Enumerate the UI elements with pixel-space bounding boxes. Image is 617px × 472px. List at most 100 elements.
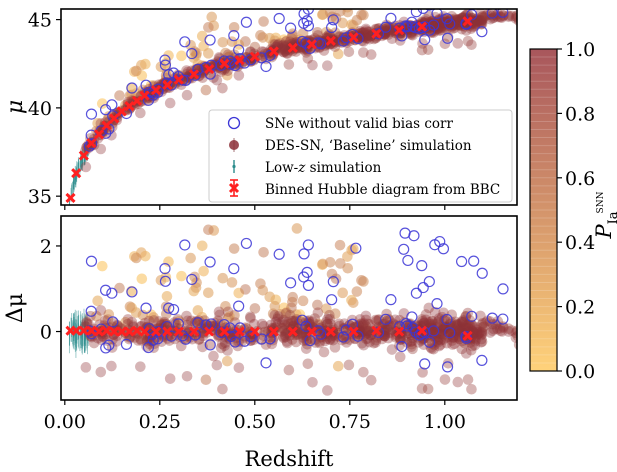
- des-sim-point: [370, 337, 381, 348]
- colorbar-tick-label: 0.6: [565, 168, 595, 190]
- des-sim-point: [512, 330, 517, 342]
- des-sim-point: [92, 295, 103, 307]
- des-sim-point: [416, 44, 428, 56]
- des-sim-point: [107, 333, 118, 345]
- des-sim-point: [494, 323, 506, 334]
- des-sim-point: [471, 322, 483, 333]
- des-sim-point: [322, 60, 333, 72]
- des-sim-point: [124, 301, 136, 312]
- des-sim-point: [454, 321, 465, 332]
- binned-x-marker: [109, 326, 120, 337]
- des-sim-point: [170, 318, 181, 329]
- des-sim-point: [368, 33, 380, 45]
- des-sim-point: [503, 323, 514, 335]
- open-circle-point: [417, 281, 429, 294]
- des-sim-point: [314, 337, 325, 349]
- open-circle-point: [228, 263, 240, 275]
- des-sim-point: [475, 16, 487, 27]
- des-sim-point: [135, 333, 146, 345]
- des-sim-point: [444, 319, 455, 330]
- legend-x-marker-icon: [228, 182, 240, 194]
- des-sim-point: [433, 340, 445, 352]
- open-circle-point: [239, 335, 251, 347]
- des-sim-point: [453, 319, 465, 330]
- open-circle-point: [301, 15, 313, 27]
- des-sim-point: [276, 44, 288, 56]
- open-circle-point: [126, 82, 138, 94]
- open-circle-point: [273, 248, 285, 260]
- des-sim-point: [203, 48, 214, 59]
- des-sim-point: [379, 26, 391, 37]
- des-sim-point: [272, 311, 284, 322]
- open-circle-point: [417, 9, 429, 14]
- open-circle-point: [424, 336, 436, 348]
- open-circle-point: [228, 30, 240, 42]
- des-sim-point: [335, 258, 346, 269]
- open-circle-point: [85, 305, 97, 317]
- des-sim-point: [469, 328, 480, 339]
- des-sim-point: [278, 39, 289, 51]
- open-circle-point: [172, 318, 184, 330]
- des-sim-point: [394, 351, 406, 363]
- x-tick-label: 1.00: [424, 411, 466, 433]
- des-sim-point: [320, 316, 332, 328]
- open-circle-point: [398, 243, 410, 255]
- binned-x-marker: [325, 326, 336, 337]
- open-circle-point: [285, 22, 297, 34]
- des-sim-point: [333, 318, 345, 330]
- des-sim-point: [362, 333, 373, 344]
- des-sim-point: [222, 345, 233, 356]
- des-sim-point: [484, 13, 496, 25]
- des-sim-point: [139, 317, 151, 329]
- des-sim-point: [279, 325, 290, 336]
- des-sim-point: [279, 319, 291, 330]
- des-sim-point: [189, 317, 201, 328]
- open-circle-point: [350, 242, 362, 254]
- binned-x-marker: [78, 325, 89, 336]
- des-sim-point: [223, 312, 234, 324]
- des-sim-point: [439, 323, 451, 334]
- binned-x-marker: [109, 113, 120, 124]
- open-circle-point: [167, 303, 180, 316]
- des-sim-point: [260, 339, 272, 350]
- des-sim-point: [379, 330, 391, 342]
- des-sim-point: [495, 12, 506, 23]
- des-sim-point: [362, 29, 374, 41]
- des-sim-point: [279, 45, 291, 57]
- des-sim-point: [465, 23, 477, 34]
- des-sim-point: [433, 315, 445, 326]
- des-sim-point: [267, 308, 279, 320]
- open-circle-point: [419, 34, 431, 46]
- des-sim-point: [357, 28, 368, 39]
- des-sim-point: [438, 323, 450, 335]
- des-sim-point: [287, 291, 299, 303]
- des-sim-point: [286, 33, 297, 44]
- open-circle-point: [298, 9, 310, 20]
- des-sim-point: [268, 48, 279, 60]
- des-sim-point: [476, 327, 488, 338]
- des-sim-point: [334, 36, 345, 48]
- open-circle-point: [177, 330, 189, 342]
- des-sim-point: [384, 327, 396, 339]
- des-sim-point: [379, 330, 390, 342]
- des-sim-point: [362, 26, 373, 38]
- des-sim-point: [447, 339, 458, 350]
- open-circle-point: [423, 275, 435, 288]
- des-sim-point: [407, 343, 418, 355]
- des-sim-point: [135, 107, 146, 119]
- des-sim-point: [356, 318, 367, 329]
- open-circle-point: [497, 283, 509, 295]
- legend-label-part: Low-: [265, 160, 298, 176]
- legend-item-open-circle: SNe without valid bias corr: [227, 116, 453, 132]
- des-sim-point: [95, 305, 107, 316]
- des-sim-point: [338, 32, 349, 43]
- des-sim-point: [476, 11, 488, 23]
- binned-x-marker: [116, 326, 127, 337]
- binned-x-marker: [348, 326, 359, 337]
- des-sim-point: [222, 306, 234, 318]
- des-sim-point: [471, 329, 483, 340]
- des-sim-point: [512, 325, 517, 337]
- binned-x-marker: [116, 106, 127, 117]
- des-sim-point: [206, 202, 217, 213]
- des-sim-point: [278, 46, 289, 58]
